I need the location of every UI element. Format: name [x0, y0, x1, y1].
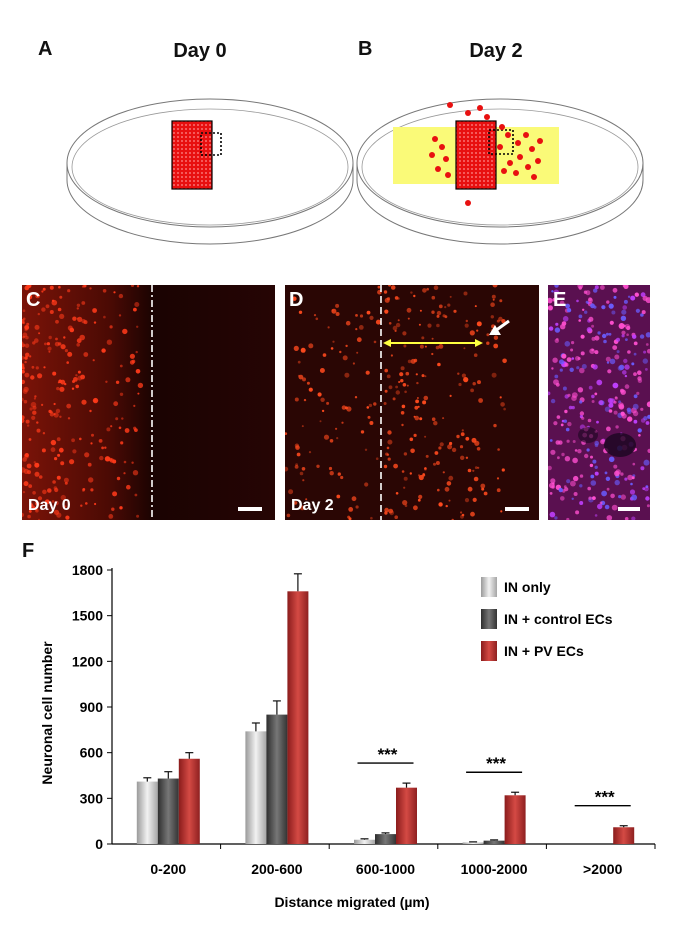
panel-label-d: D: [289, 289, 304, 311]
migration-bar-chart: 0 300 600 900 1200 1500 1800 0-200 200-600 600-10…: [39, 562, 656, 910]
bar: [157, 778, 179, 844]
petri-dish-day0: [66, 98, 354, 245]
bar: [613, 827, 635, 844]
significance-label: ***: [595, 788, 615, 807]
imaging-region-box: [488, 129, 514, 155]
y-tick-label: 600: [80, 745, 104, 761]
legend-swatch: [481, 577, 497, 597]
bar: [504, 795, 526, 844]
x-tick-label: >2000: [583, 861, 623, 877]
bar: [483, 840, 505, 844]
panel-b-title: Day 2: [469, 40, 523, 62]
x-tick-label: 600-1000: [356, 861, 415, 877]
scale-bar: [505, 507, 529, 511]
bar: [266, 714, 288, 844]
micrograph-c-day-label: Day 0: [28, 497, 71, 514]
x-axis-label: Distance migrated (µm): [274, 894, 429, 910]
x-tick-label: 200-600: [251, 861, 303, 877]
bar: [178, 758, 200, 844]
bar: [245, 731, 267, 844]
bar: [462, 842, 484, 844]
bar: [354, 839, 375, 844]
y-tick-label: 1200: [72, 653, 103, 669]
bar: [136, 781, 158, 844]
legend-swatch: [481, 609, 497, 629]
micrograph-d: D Day 2: [285, 285, 539, 520]
imaging-region-box: [200, 132, 222, 156]
micrograph-d-day-label: Day 2: [291, 497, 334, 514]
x-tick-label: 1000-2000: [461, 861, 528, 877]
x-tick-label: 0-200: [150, 861, 186, 877]
micrograph-c: C Day 0: [22, 285, 275, 520]
panel-label-a: A: [38, 38, 53, 60]
significance-label: ***: [378, 745, 398, 764]
bar: [287, 591, 309, 844]
y-axis-label: Neuronal cell number: [39, 641, 55, 785]
legend-entry: IN only: [504, 579, 551, 595]
panel-label-b: B: [358, 38, 373, 60]
neuron-pointer-arrow: [489, 319, 510, 335]
panel-label-e: E: [553, 289, 567, 311]
migration-distance-arrow: [383, 339, 483, 347]
bar: [396, 787, 417, 844]
y-tick-label: 0: [95, 836, 103, 852]
micrograph-e: E: [548, 285, 650, 520]
y-tick-label: 300: [80, 790, 104, 806]
panel-label-f: F: [22, 540, 35, 562]
legend-entry: IN + PV ECs: [504, 643, 584, 659]
panel-a-title: Day 0: [173, 40, 227, 62]
petri-dish-day2: [356, 98, 644, 245]
migrating-neurons: [429, 102, 543, 206]
legend-swatch: [481, 641, 497, 661]
legend-entry: IN + control ECs: [504, 611, 613, 627]
y-tick-label: 1800: [72, 562, 103, 578]
explant-block: [455, 120, 497, 190]
bar: [375, 834, 396, 844]
y-tick-label: 1500: [72, 608, 103, 624]
scale-bar: [238, 507, 262, 511]
significance-label: ***: [486, 754, 506, 773]
scale-bar: [618, 507, 640, 511]
panel-label-c: C: [26, 289, 41, 311]
y-tick-label: 900: [80, 699, 104, 715]
